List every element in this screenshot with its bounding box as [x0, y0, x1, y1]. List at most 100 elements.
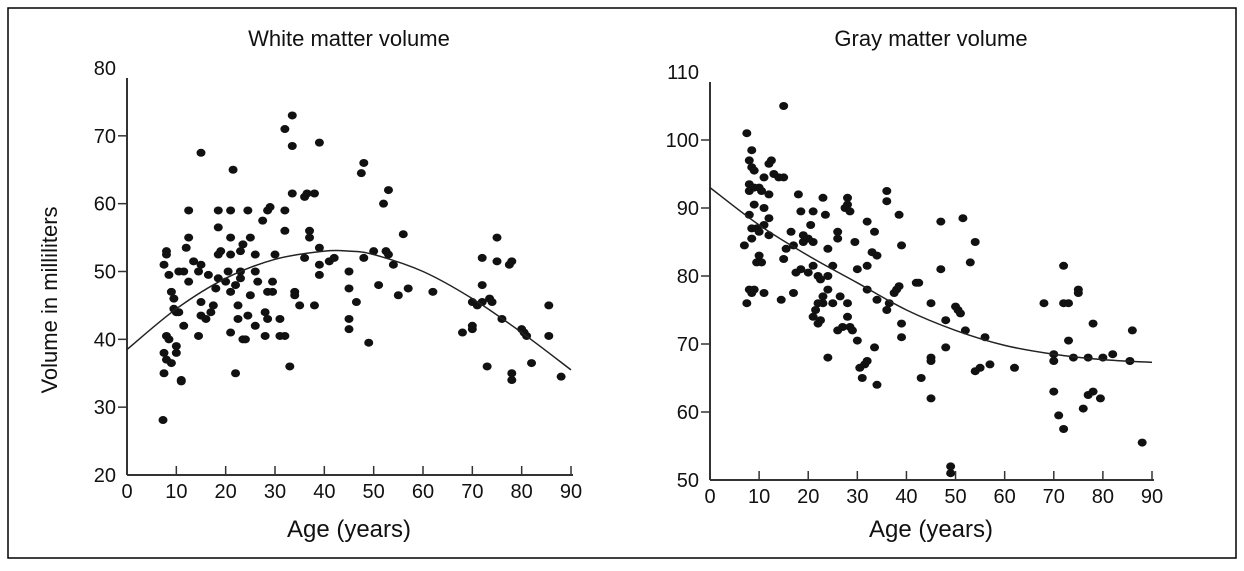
data-point	[946, 462, 956, 471]
data-point	[808, 261, 818, 270]
data-point	[260, 308, 270, 317]
data-point	[872, 380, 882, 389]
data-point	[226, 328, 236, 337]
data-point	[965, 258, 975, 267]
data-point	[351, 298, 361, 307]
data-point	[744, 156, 754, 165]
data-point	[403, 284, 413, 293]
data-point	[280, 206, 290, 215]
data-point	[179, 321, 189, 330]
data-point	[788, 289, 798, 297]
data-point	[816, 275, 825, 284]
data-point	[870, 343, 880, 352]
data-point	[285, 362, 295, 371]
data-point	[916, 374, 926, 382]
data-point	[233, 314, 243, 323]
data-point	[196, 148, 206, 157]
data-point	[811, 306, 821, 314]
data-point	[166, 287, 176, 296]
data-point	[857, 374, 867, 382]
data-point	[941, 316, 951, 325]
data-point	[290, 291, 300, 300]
data-point	[845, 207, 855, 216]
data-point	[287, 111, 297, 120]
data-point	[250, 267, 260, 276]
data-point	[833, 234, 843, 243]
data-point	[275, 314, 285, 323]
y-tick-label: 60	[677, 402, 699, 424]
data-point	[872, 295, 882, 304]
y-tick-label: 30	[94, 397, 116, 419]
x-axis-label: Age (years)	[287, 516, 411, 543]
data-point	[894, 282, 904, 291]
data-point	[201, 314, 211, 323]
data-point	[253, 277, 263, 286]
data-point	[838, 323, 848, 331]
data-point	[828, 299, 838, 308]
data-point	[527, 359, 537, 368]
data-point	[263, 314, 273, 323]
data-point	[226, 250, 236, 259]
data-point	[203, 270, 213, 279]
y-tick-label: 60	[94, 194, 116, 216]
data-point	[847, 326, 857, 335]
data-point	[786, 227, 796, 236]
data-point	[1095, 394, 1105, 403]
data-point	[379, 199, 389, 208]
data-point	[159, 348, 169, 357]
data-point	[507, 257, 517, 266]
y-tick-label: 70	[94, 126, 116, 148]
data-point	[1059, 261, 1069, 270]
data-point	[897, 333, 907, 342]
data-point	[250, 250, 260, 259]
data-point	[507, 376, 517, 385]
data-point	[280, 125, 290, 134]
data-point	[985, 360, 995, 369]
y-axis-label: Volume in milliliters	[37, 206, 62, 393]
data-point	[184, 206, 194, 215]
data-point	[1039, 299, 1049, 308]
data-point	[208, 301, 218, 310]
data-point	[764, 190, 774, 199]
data-point	[265, 203, 275, 212]
data-point	[245, 233, 255, 242]
gray-matter-panel: Gray matter volume Age (years) 0 10 20 30 40…	[666, 26, 1164, 543]
data-point	[383, 250, 393, 259]
data-point	[223, 267, 233, 276]
data-point	[302, 189, 312, 198]
data-point	[1127, 326, 1137, 335]
data-point	[872, 251, 882, 260]
data-point	[818, 299, 828, 308]
data-point	[364, 338, 374, 347]
data-point	[477, 253, 487, 262]
data-point	[808, 238, 818, 246]
data-point	[779, 173, 789, 182]
data-point	[231, 369, 241, 378]
y-tick-label: 80	[94, 58, 116, 80]
data-point	[1108, 350, 1118, 359]
data-point	[176, 377, 186, 386]
data-point	[374, 281, 384, 290]
data-point	[754, 251, 764, 260]
y-tick-label: 20	[94, 465, 116, 487]
data-point	[344, 314, 354, 323]
data-point	[882, 187, 892, 195]
data-point	[169, 304, 179, 313]
data-point	[808, 207, 818, 216]
data-point	[309, 301, 319, 310]
data-point	[235, 274, 245, 283]
x-tick-label: 10	[748, 486, 770, 508]
data-point	[295, 301, 305, 310]
data-point	[1068, 353, 1078, 362]
x-tick-label: 40	[313, 481, 335, 503]
data-point	[754, 227, 764, 236]
data-point	[398, 230, 408, 239]
data-point	[747, 146, 757, 155]
data-point	[843, 299, 853, 308]
data-point	[270, 250, 280, 259]
data-point	[894, 210, 904, 219]
data-point	[862, 357, 872, 365]
data-point	[194, 331, 204, 340]
data-point	[1073, 289, 1083, 297]
